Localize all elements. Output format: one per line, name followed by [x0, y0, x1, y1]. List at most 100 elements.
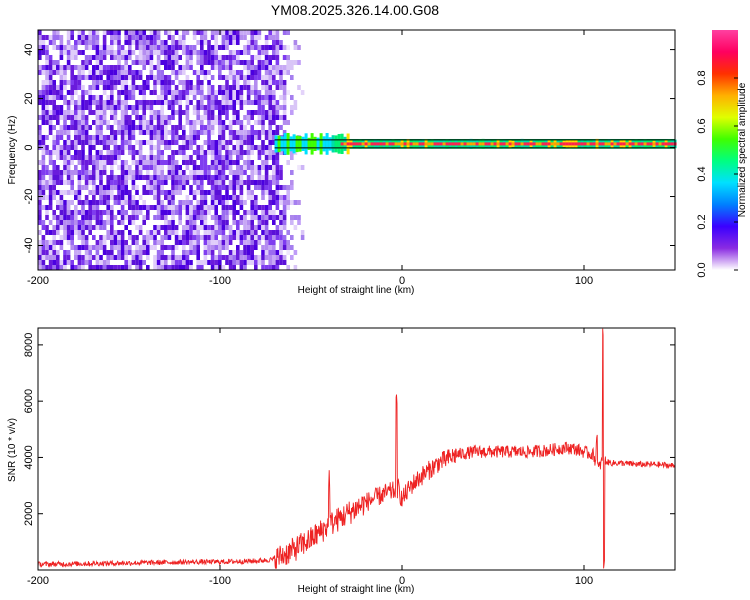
spectrogram-cell: [128, 140, 132, 145]
spectrogram-cell: [279, 165, 283, 170]
spectrogram-cell: [128, 35, 132, 40]
spectrogram-cell: [257, 260, 262, 265]
spectrogram-cell: [246, 45, 251, 50]
spectrogram-cell: [203, 240, 208, 245]
spectrogram-cell: [88, 45, 92, 50]
spectrogram-cell: [124, 35, 128, 40]
spectrogram-cell: [102, 185, 107, 190]
spectrogram-cell: [228, 30, 233, 35]
spectrogram-cell: [81, 105, 85, 110]
spectrogram-cell: [232, 55, 236, 60]
spectrogram-cell: [156, 110, 161, 115]
spectrogram-cell: [272, 195, 276, 200]
spectrogram-cell: [63, 215, 67, 220]
signal-band-cell: [319, 133, 323, 155]
spectrogram-cell: [243, 170, 247, 175]
spectrogram-cell: [59, 215, 64, 220]
spectrogram-cell: [228, 210, 233, 215]
snr-x-tick-label: -100: [209, 575, 231, 587]
spectrogram-cell: [146, 230, 150, 235]
spectrogram-cell: [88, 190, 92, 195]
spectrogram-cell: [236, 130, 240, 135]
spectrogram-cell: [95, 240, 100, 245]
spectrogram-cell: [77, 265, 82, 270]
spectrogram-cell: [192, 90, 197, 95]
spectrogram-cell: [38, 240, 42, 245]
spectrogram-cell: [131, 95, 136, 100]
spectrogram-cell: [221, 255, 226, 260]
spectrogram-cell: [63, 225, 67, 230]
spectrogram-cell: [77, 75, 82, 80]
spectrogram-cell: [70, 80, 74, 85]
spectrogram-cell: [268, 200, 272, 205]
spectrogram-cell: [113, 255, 118, 260]
spectrogram-cell: [279, 260, 283, 265]
spectrogram-cell: [149, 100, 154, 105]
spectrogram-cell: [261, 45, 265, 50]
spectrogram-cell: [48, 115, 53, 120]
spectrogram-cell: [56, 170, 60, 175]
spectrogram-cell: [41, 175, 46, 180]
spectrogram-cell: [232, 80, 236, 85]
spectrogram-cell: [268, 180, 272, 185]
spectrogram-cell: [120, 115, 125, 120]
spectrogram-cell: [210, 130, 215, 135]
spectrogram-cell: [102, 170, 107, 175]
spectrogram-cell: [131, 170, 136, 175]
spectrogram-cell: [192, 140, 197, 145]
spectrogram-cell: [48, 190, 53, 195]
spectrogram-cell: [236, 150, 240, 155]
signal-band-core: [670, 142, 674, 146]
spectrogram-cell: [189, 205, 193, 210]
spectrogram-cell: [221, 35, 226, 40]
spectrogram-cell: [124, 260, 128, 265]
spectrogram-cell: [246, 220, 251, 225]
spectrogram-cell: [59, 50, 64, 55]
signal-band-core: [340, 142, 344, 146]
spectrogram-cell: [38, 45, 42, 50]
spectrogram-cell: [131, 35, 136, 40]
spectrogram-cell: [236, 90, 240, 95]
spectrogram-cell: [218, 55, 222, 60]
spectrogram-cell: [192, 130, 197, 135]
spectrogram-cell: [70, 65, 74, 70]
spectrogram-cell: [239, 215, 244, 220]
spectrogram-cell: [207, 145, 211, 150]
spectrogram-cell: [56, 140, 60, 145]
signal-band-core: [553, 142, 557, 146]
spectrogram-cell: [196, 150, 200, 155]
spectrogram-cell: [70, 210, 74, 215]
spectrogram-cell: [268, 210, 272, 215]
spectrogram-cell: [218, 135, 222, 140]
spectrogram-cell: [106, 85, 110, 90]
spectrogram-x-tick-label: 0: [399, 275, 405, 287]
spectrogram-cell: [77, 200, 82, 205]
spectrogram-cell: [128, 145, 132, 150]
spectrogram-cell: [113, 85, 118, 90]
spectrogram-cell: [275, 185, 280, 190]
spectrogram-cell: [124, 75, 128, 80]
spectrogram-cell: [110, 155, 114, 160]
spectrogram-cell: [250, 210, 254, 215]
spectrogram-cell: [261, 65, 265, 70]
spectrogram-cell: [160, 100, 164, 105]
spectrogram-cell: [128, 135, 132, 140]
spectrogram-cell: [232, 105, 236, 110]
spectrogram-cell: [243, 235, 247, 240]
spectrogram-cell: [264, 145, 269, 150]
spectrogram-cell: [124, 115, 128, 120]
spectrogram-cell: [214, 60, 218, 65]
signal-band-core: [373, 142, 377, 146]
spectrogram-y-tick-label: 0: [23, 144, 35, 150]
spectrogram-cell: [146, 250, 150, 255]
spectrogram-cell: [59, 175, 64, 180]
spectrogram-cell: [214, 45, 218, 50]
spectrogram-cell: [117, 40, 121, 45]
spectrogram-cell: [221, 105, 226, 110]
spectrogram-cell: [290, 215, 294, 220]
spectrogram-cell: [66, 240, 71, 245]
spectrogram-cell: [203, 175, 208, 180]
spectrogram-cell: [178, 170, 182, 175]
signal-band-core: [580, 142, 584, 146]
spectrogram-cell: [106, 100, 110, 105]
